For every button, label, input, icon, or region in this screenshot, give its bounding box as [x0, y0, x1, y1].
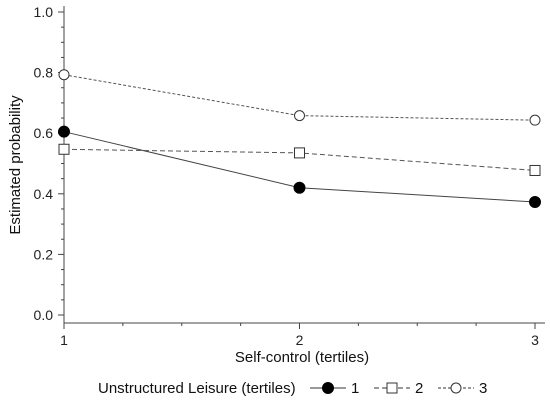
legend-item-3: 3	[438, 380, 487, 397]
data-point	[293, 181, 306, 194]
y-tick-label: 0.6	[34, 125, 54, 141]
x-tick-label: 1	[60, 332, 68, 348]
y-tick-label: 0.4	[34, 186, 54, 202]
legend-items: 1 2 3	[310, 380, 487, 397]
series-layer	[58, 69, 541, 208]
data-point	[58, 125, 70, 138]
legend-label: 1	[351, 380, 359, 397]
series-line-3	[63, 74, 536, 121]
data-point	[58, 69, 70, 81]
legend: Unstructured Leisure (tertiles) 1 2 3	[98, 380, 487, 397]
legend-label: 2	[415, 380, 423, 397]
y-tick-label: 0.0	[34, 307, 54, 323]
x-axis-title: Self-control (tertiles)	[235, 349, 369, 366]
series-2	[58, 143, 541, 176]
series-3	[58, 69, 541, 126]
legend-marker	[386, 382, 398, 394]
y-tick-label: 0.8	[34, 65, 54, 81]
y-axis-ticks: 0.0 0.2 0.4 0.6 0.8 1.0	[34, 4, 64, 323]
legend-label: 3	[479, 380, 487, 397]
data-point	[294, 110, 305, 122]
x-tick-label: 2	[296, 332, 304, 348]
legend-marker	[322, 382, 334, 394]
legend-title: Unstructured Leisure (tertiles)	[98, 380, 296, 397]
y-axis-title: Estimated probability	[7, 95, 24, 235]
data-point	[294, 147, 305, 159]
legend-item-2: 2	[374, 380, 423, 397]
legend-marker	[450, 382, 462, 394]
x-tick-label: 3	[531, 332, 539, 348]
data-point	[529, 114, 541, 126]
data-point	[529, 164, 541, 176]
legend-item-1: 1	[310, 380, 359, 397]
series-1	[58, 125, 541, 208]
data-point	[58, 143, 70, 155]
y-tick-label: 0.2	[34, 246, 54, 262]
data-point	[529, 195, 541, 208]
x-axis-ticks: 1 2 3	[60, 323, 539, 348]
y-tick-label: 1.0	[34, 4, 54, 20]
